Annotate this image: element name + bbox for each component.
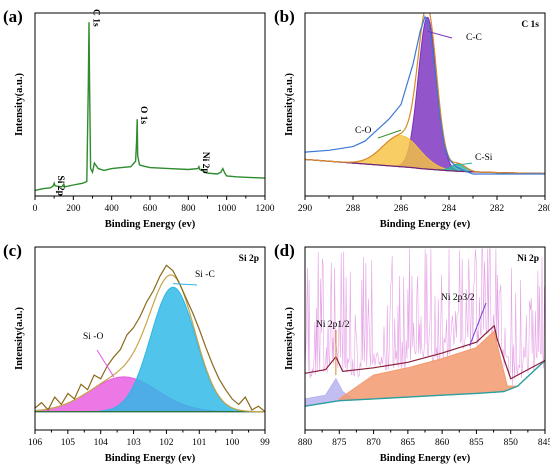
component-c-c	[305, 16, 545, 174]
leader-1	[172, 283, 198, 286]
peak-label-0: C 1s	[91, 9, 101, 27]
raw-data-noise	[305, 248, 545, 386]
panel-label: (c)	[3, 241, 22, 260]
x-tick-label-3: 284	[442, 204, 457, 214]
envelope-line	[35, 274, 265, 413]
x-tick-label-5: 855	[469, 438, 484, 448]
panel-label: (b)	[274, 7, 295, 26]
x-axis-title: Binding Energy (ev)	[380, 219, 471, 230]
x-tick-label-4: 102	[159, 438, 174, 448]
x-tick-label-6: 1200	[256, 204, 275, 214]
x-axis-title: Binding Energy (ev)	[105, 219, 196, 230]
x-tick-label-2: 870	[366, 438, 381, 448]
panel-title: Si 2p	[239, 254, 259, 264]
x-tick-label-3: 103	[126, 438, 141, 448]
plot-area	[35, 22, 265, 192]
x-tick-label-0: 106	[28, 438, 43, 448]
y-axis-title: Intensity(a.u.)	[14, 72, 25, 136]
panel-b: C-C C-O C-Si 290 288 286 284 282 280 Binding Ener…	[274, 7, 550, 230]
baseline-line	[305, 359, 545, 407]
panel-label: (a)	[3, 7, 23, 26]
x-tick-label-0: 290	[298, 204, 313, 214]
component-label-0: C-C	[466, 33, 482, 43]
x-tick-label-1: 875	[332, 438, 347, 448]
x-tick-label-4: 860	[435, 438, 450, 448]
peak-label-1: O 1s	[138, 106, 148, 125]
panel-label: (d)	[274, 241, 295, 260]
x-tick-label-2: 400	[105, 204, 120, 214]
x-tick-label-7: 845	[538, 438, 550, 448]
panel-title: C 1s	[521, 20, 539, 30]
component-label-1: Si -C	[195, 270, 215, 280]
y-axis-title: Intensity(a.u.)	[284, 306, 295, 370]
leader-0	[96, 349, 115, 378]
panel-title: Ni 2p	[517, 254, 539, 264]
plot-area	[305, 13, 545, 175]
envelope-line	[305, 13, 545, 175]
component-label-1: C-O	[355, 126, 372, 136]
x-tick-label-6: 100	[225, 438, 240, 448]
component-1	[338, 330, 518, 402]
x-tick-label-5: 1000	[217, 204, 236, 214]
x-tick-label-4: 282	[490, 204, 505, 214]
raw-data-line	[35, 264, 265, 413]
x-tick-label-5: 101	[192, 438, 207, 448]
peak-label-3: Si 2p	[55, 176, 65, 196]
x-tick-label-1: 105	[61, 438, 76, 448]
plot-area	[35, 264, 265, 413]
component-label-1: Ni 2p3/2	[441, 293, 475, 303]
panel-d: Ni 2p1/2 Ni 2p3/2 880 875 870 865 860 855 850 845…	[274, 241, 550, 464]
x-tick-label-7: 99	[260, 438, 270, 448]
x-axis-title: Binding Energy (ev)	[105, 453, 196, 464]
leader-0	[427, 30, 453, 39]
x-tick-label-5: 280	[538, 204, 550, 214]
y-axis-title: Intensity(a.u.)	[14, 306, 25, 370]
x-tick-label-2: 286	[394, 204, 409, 214]
x-tick-label-0: 0	[33, 204, 38, 214]
raw-data-line	[305, 15, 545, 175]
panel-a: C 1s O 1s Ni 2p Si 2p 0 200 400 600 800 1000 1200 B…	[3, 7, 275, 230]
x-tick-label-0: 880	[298, 438, 313, 448]
component-si-c	[35, 286, 265, 413]
plot-frame	[34, 12, 266, 197]
x-tick-label-3: 600	[143, 204, 158, 214]
y-axis-title: Intensity(a.u.)	[284, 72, 295, 136]
component-label-0: Si -O	[83, 332, 103, 342]
x-axis-title: Binding Energy (ev)	[380, 453, 471, 464]
x-tick-label-4: 800	[181, 204, 196, 214]
leader-1	[377, 129, 402, 139]
panel-c: Si -O Si -C 106 105 104 103 102 101 100 99 Binding…	[3, 241, 270, 464]
x-tick-label-6: 850	[504, 438, 519, 448]
component-label-0: Ni 2p1/2	[316, 320, 350, 330]
leader-2	[458, 162, 473, 166]
survey-spectrum-line	[35, 22, 265, 192]
peak-label-2: Ni 2p	[200, 152, 210, 174]
x-tick-label-2: 104	[94, 438, 109, 448]
x-tick-label-1: 200	[66, 204, 81, 214]
x-tick-label-3: 865	[401, 438, 416, 448]
leader-1	[469, 302, 487, 346]
component-label-2: C-Si	[475, 153, 493, 163]
x-tick-label-1: 288	[346, 204, 361, 214]
